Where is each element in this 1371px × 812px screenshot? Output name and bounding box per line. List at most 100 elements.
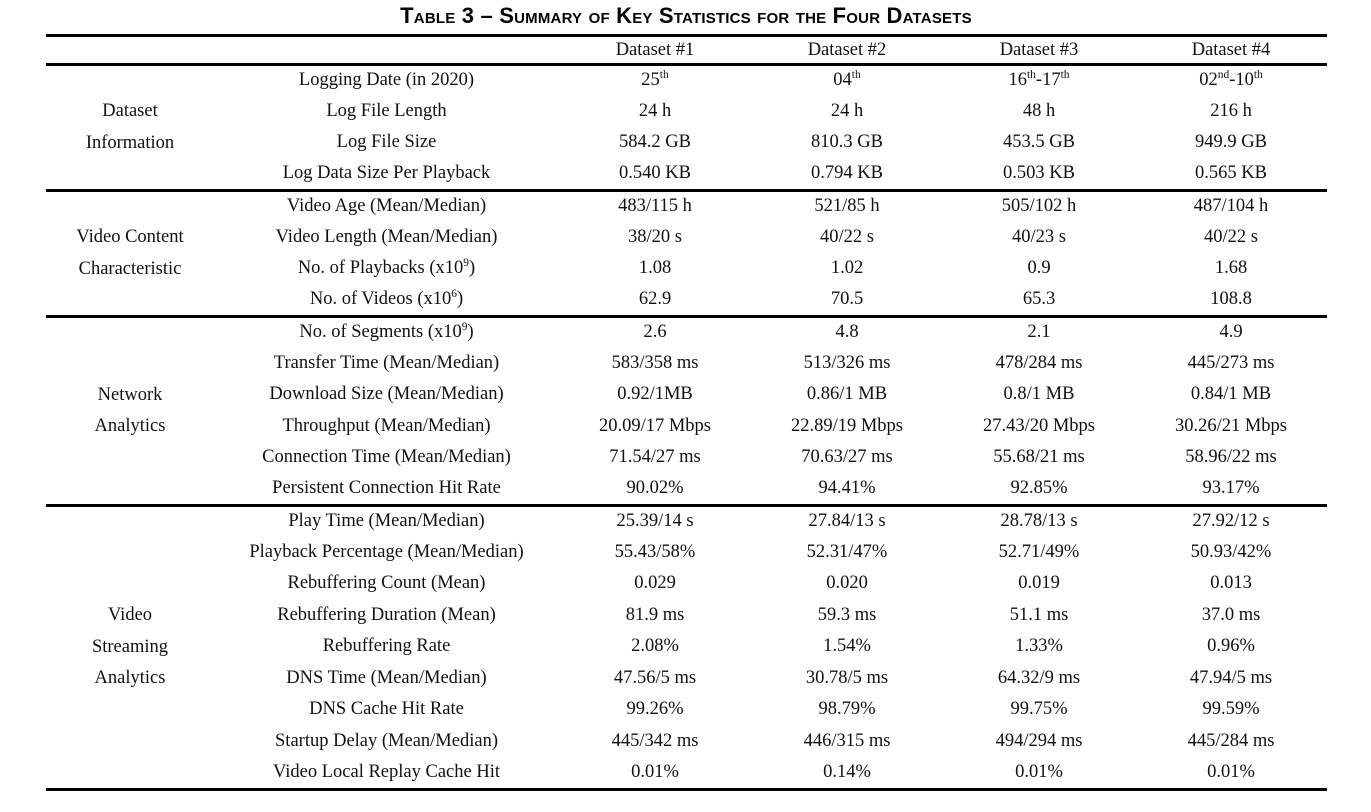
cell-value-dataset-3: 0.019 xyxy=(1018,573,1060,594)
cell-value-dataset-4: 445/273 ms xyxy=(1187,352,1275,373)
row-label: Playback Percentage (Mean/Median) xyxy=(249,541,524,562)
row-label: Rebuffering Count (Mean) xyxy=(287,573,486,594)
cell-value-dataset-2: 52.31/47% xyxy=(806,541,888,562)
cell-value-dataset-1: 2.08% xyxy=(631,636,679,657)
column-header-dataset-2: Dataset #2 xyxy=(751,35,943,66)
cell-value-dataset-4: 58.96/22 ms xyxy=(1185,447,1277,468)
group-label: Network Analytics xyxy=(46,315,214,506)
row-label: Connection Time (Mean/Median) xyxy=(262,447,511,468)
table-row: DNS Cache Hit Rate 99.26% 98.79% 99.75% 99.5… xyxy=(46,695,1327,727)
cell-value-dataset-3: 16th-17th xyxy=(943,63,1135,96)
table-row: Transfer Time (Mean/Median) 583/358 ms 513… xyxy=(46,348,1327,380)
row-label: Play Time (Mean/Median) xyxy=(214,504,559,537)
cell-value-dataset-2: 521/85 h xyxy=(751,189,943,222)
table-row: No. of Videos (x106) 62.9 70.5 65.3 108.8 xyxy=(46,285,1327,317)
cell-value-dataset-1: 1.08 xyxy=(638,258,672,279)
cell-value-dataset-1: 0.029 xyxy=(634,573,676,594)
row-label: Log Data Size Per Playback xyxy=(282,163,491,184)
row-label: Video Local Replay Cache Hit xyxy=(273,761,500,782)
cell-value-dataset-4: 93.17% xyxy=(1202,478,1260,499)
table-row: Rebuffering Duration (Mean) 81.9 ms 59.3 m… xyxy=(46,600,1327,632)
cell-value-dataset-2: 04th xyxy=(751,63,943,96)
cell-value-dataset-4: 40/22 s xyxy=(1204,226,1258,247)
cell-value-dataset-4: 0.565 KB xyxy=(1195,163,1267,184)
cell-value-dataset-3: 453.5 GB xyxy=(1003,132,1075,153)
row-label: Persistent Connection Hit Rate xyxy=(272,478,501,499)
table-header: Dataset #1 Dataset #2 Dataset #3 Dataset… xyxy=(46,35,1327,66)
cell-value-dataset-2: 27.84/13 s xyxy=(751,504,943,537)
cell-value-dataset-4: 0.84/1 MB xyxy=(1190,384,1272,405)
cell-value-dataset-1: 483/115 h xyxy=(559,189,751,222)
cell-value-dataset-4: 0.013 xyxy=(1210,573,1252,594)
cell-value-dataset-2: 22.89/19 Mbps xyxy=(790,415,904,436)
cell-value-dataset-3: 1.33% xyxy=(1015,636,1063,657)
cell-value-dataset-4: 37.0 ms xyxy=(1201,604,1261,625)
cell-value-dataset-3: 99.75% xyxy=(1010,699,1068,720)
group-label: Dataset Information xyxy=(46,63,214,191)
cell-value-dataset-1: 25th xyxy=(559,63,751,96)
cell-value-dataset-2: 59.3 ms xyxy=(817,604,877,625)
cell-value-dataset-3: 478/284 ms xyxy=(995,352,1083,373)
cell-value-dataset-4: 216 h xyxy=(1210,100,1252,121)
row-label: No. of Playbacks (x109) xyxy=(297,257,476,279)
table-row: Rebuffering Rate 2.08% 1.54% 1.33% 0.96% xyxy=(46,632,1327,664)
cell-value-dataset-1: 25.39/14 s xyxy=(559,504,751,537)
row-label: Video Length (Mean/Median) xyxy=(275,226,498,247)
row-label: Transfer Time (Mean/Median) xyxy=(273,352,500,373)
cell-value-dataset-1: 55.43/58% xyxy=(614,541,696,562)
column-header-dataset-4: Dataset #4 xyxy=(1135,35,1327,66)
row-label: Download Size (Mean/Median) xyxy=(269,384,504,405)
cell-value-dataset-3: 64.32/9 ms xyxy=(997,667,1081,688)
cell-value-dataset-3: 48 h xyxy=(1022,100,1056,121)
cell-value-dataset-1: 81.9 ms xyxy=(625,604,685,625)
row-label: Logging Date (in 2020) xyxy=(214,63,559,96)
table-row: Connection Time (Mean/Median) 71.54/27 ms… xyxy=(46,443,1327,475)
cell-value-dataset-1: 2.6 xyxy=(559,315,751,348)
cell-value-dataset-1: 47.56/5 ms xyxy=(613,667,697,688)
row-label: Throughput (Mean/Median) xyxy=(282,415,491,436)
cell-value-dataset-2: 1.02 xyxy=(830,258,864,279)
cell-value-dataset-2: 0.14% xyxy=(823,761,871,782)
row-label: No. of Videos (x106) xyxy=(309,287,464,310)
row-label: Log File Length xyxy=(326,100,447,121)
cell-value-dataset-4: 27.92/12 s xyxy=(1135,504,1327,537)
cell-value-dataset-3: 40/23 s xyxy=(1012,226,1066,247)
cell-value-dataset-3: 0.01% xyxy=(1015,761,1063,782)
table-row: Log Data Size Per Playback 0.540 KB 0.794 … xyxy=(46,159,1327,191)
cell-value-dataset-1: 20.09/17 Mbps xyxy=(598,415,712,436)
cell-value-dataset-1: 0.01% xyxy=(631,761,679,782)
row-label: DNS Cache Hit Rate xyxy=(309,699,464,720)
cell-value-dataset-2: 98.79% xyxy=(818,699,876,720)
cell-value-dataset-4: 0.01% xyxy=(1207,761,1255,782)
cell-value-dataset-2: 513/326 ms xyxy=(803,352,891,373)
cell-value-dataset-1: 584.2 GB xyxy=(619,132,691,153)
table-row: Download Size (Mean/Median) 0.92/1MB 0.86/… xyxy=(46,380,1327,412)
row-label: Startup Delay (Mean/Median) xyxy=(275,730,498,751)
cell-value-dataset-2: 24 h xyxy=(830,100,864,121)
table-row: Video Content Characteristic Video Age (Me… xyxy=(46,189,1327,317)
cell-value-dataset-2: 0.794 KB xyxy=(811,163,883,184)
table-row: Startup Delay (Mean/Median) 445/342 ms 446… xyxy=(46,726,1327,758)
cell-value-dataset-4: 0.96% xyxy=(1207,636,1255,657)
table-row: Playback Percentage (Mean/Median) 55.43/5… xyxy=(46,537,1327,569)
table-row: Log File Length 24 h 24 h 48 h 216 h xyxy=(46,96,1327,128)
table-row: Persistent Connection Hit Rate 90.02% 94.4… xyxy=(46,474,1327,506)
table-row: DNS Time (Mean/Median) 47.56/5 ms 30.78/5 … xyxy=(46,663,1327,695)
table-row: Network Analytics No. of Segments (x109) 2.… xyxy=(46,315,1327,506)
cell-value-dataset-1: 62.9 xyxy=(638,289,672,310)
table-row: Dataset Information Logging Date (in 2020)… xyxy=(46,63,1327,191)
cell-value-dataset-4: 47.94/5 ms xyxy=(1189,667,1273,688)
table-row: Log File Size 584.2 GB 810.3 GB 453.5 GB 949… xyxy=(46,128,1327,160)
cell-value-dataset-3: 0.503 KB xyxy=(1003,163,1075,184)
cell-value-dataset-3: 505/102 h xyxy=(943,189,1135,222)
table-title: Table 3 – Summary of Key Statistics for … xyxy=(400,3,972,28)
cell-value-dataset-2: 70.63/27 ms xyxy=(801,447,893,468)
cell-value-dataset-2: 30.78/5 ms xyxy=(805,667,889,688)
table-row: No. of Playbacks (x109) 1.08 1.02 0.9 1.68 xyxy=(46,254,1327,286)
cell-value-dataset-2: 94.41% xyxy=(818,478,876,499)
statistics-table: Dataset #1 Dataset #2 Dataset #3 Dataset… xyxy=(46,34,1327,791)
cell-value-dataset-4: 30.26/21 Mbps xyxy=(1174,415,1288,436)
cell-value-dataset-4: 445/284 ms xyxy=(1187,730,1275,751)
cell-value-dataset-3: 0.9 xyxy=(1027,258,1051,279)
cell-value-dataset-1: 71.54/27 ms xyxy=(609,447,701,468)
